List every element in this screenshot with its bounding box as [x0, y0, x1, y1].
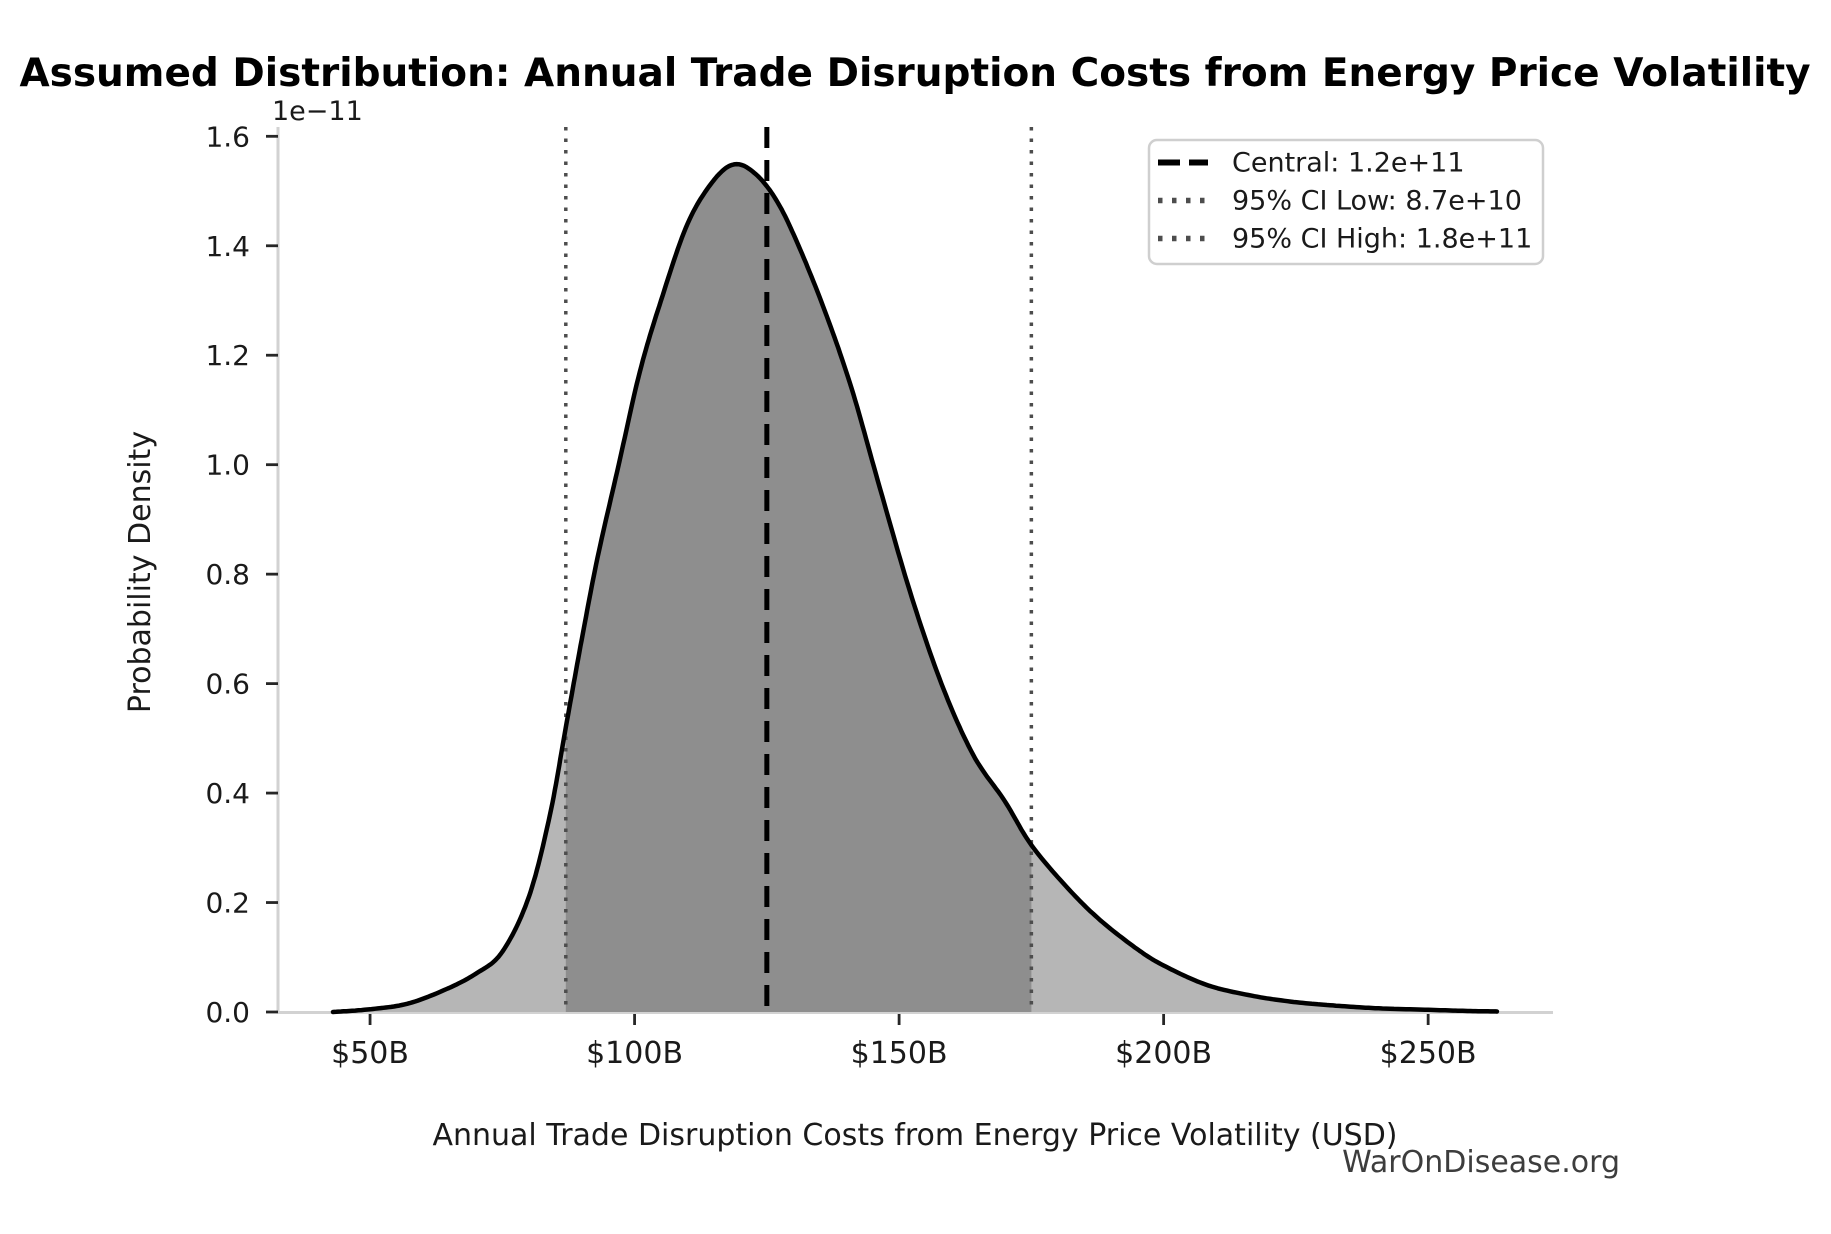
legend-box: [1147, 138, 1545, 266]
legend: Central: 1.2e+11 95% CI Low: 8.7e+10 95%…: [1147, 138, 1545, 266]
y-tick-label: 0.2: [205, 887, 250, 920]
y-tick-label: 0.4: [205, 777, 250, 810]
x-tick-label: $150B: [851, 1036, 948, 1071]
y-tick-label: 0.0: [205, 996, 250, 1029]
x-tick-label: $100B: [586, 1036, 683, 1071]
x-axis-label: Annual Trade Disruption Costs from Energ…: [432, 1118, 1397, 1153]
density-curve: [330, 161, 1500, 1015]
distribution-fill-ci: [565, 164, 1032, 1013]
y-tick-label: 1.6: [205, 120, 250, 153]
x-tick-label: $250B: [1380, 1036, 1477, 1071]
legend-entry-ci-low: 95% CI Low: 8.7e+10: [1232, 186, 1522, 217]
y-tick-label: 0.6: [205, 668, 250, 701]
watermark-text: WarOnDisease.org: [1342, 1145, 1620, 1180]
legend-entry-central: Central: 1.2e+11: [1232, 148, 1465, 179]
chart-title: Assumed Distribution: Annual Trade Disru…: [19, 51, 1810, 96]
y-axis-offset-label: 1e−11: [272, 96, 363, 127]
y-tick-label: 1.2: [205, 339, 250, 372]
y-tick-label: 1.0: [205, 449, 250, 482]
y-tick-label: 0.8: [205, 558, 250, 591]
plot-area: $50B $100B $150B $200B $250B 0.0 0.2 0.4 0.6 0.8 1…: [205, 120, 1553, 1071]
legend-entry-ci-high: 95% CI High: 1.8e+11: [1232, 224, 1532, 255]
y-axis-label: Probability Density: [123, 431, 158, 713]
y-tick-label: 1.4: [205, 230, 250, 263]
x-tick-label: $200B: [1115, 1036, 1212, 1071]
x-tick-label: $50B: [331, 1036, 409, 1071]
